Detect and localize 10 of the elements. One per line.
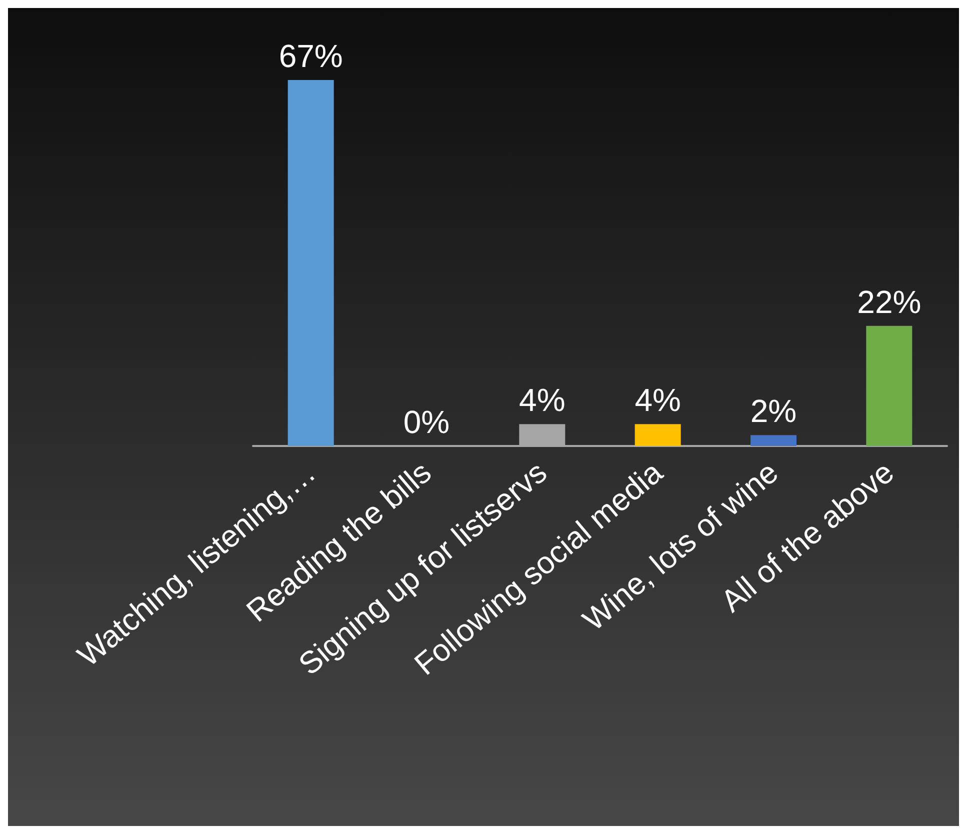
data-label: 67% — [278, 38, 343, 74]
data-label: 22% — [857, 284, 922, 320]
data-label: 4% — [519, 382, 566, 418]
data-label: 0% — [403, 404, 450, 440]
bar — [866, 326, 912, 446]
bar — [634, 424, 681, 446]
data-label: 4% — [634, 382, 681, 418]
bar — [750, 435, 796, 446]
bar — [288, 80, 334, 446]
data-label: 2% — [750, 393, 797, 430]
